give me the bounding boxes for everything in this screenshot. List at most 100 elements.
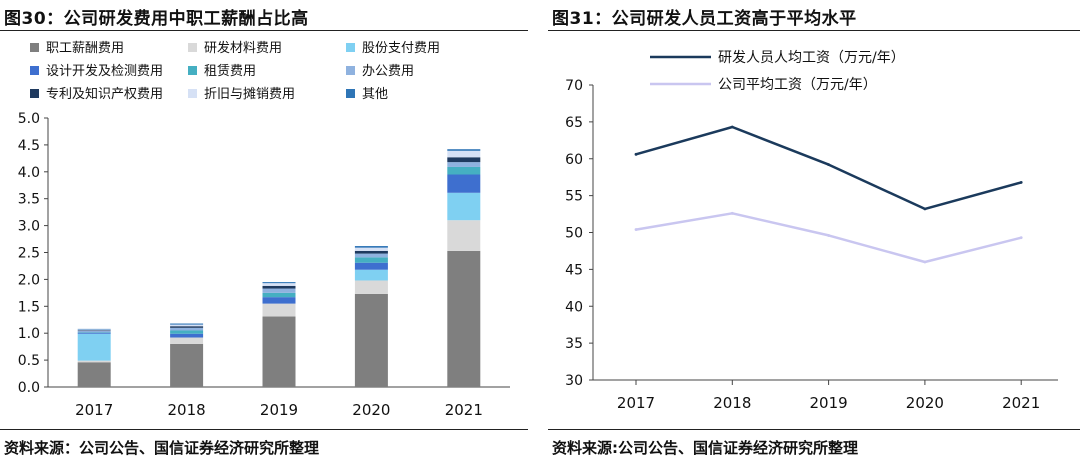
bar-segment [77,360,111,363]
bar-segment [447,150,481,158]
bar-segment [447,220,481,251]
bar-segment [262,303,296,317]
data-point [1019,236,1023,240]
y-tick-label: 55 [565,189,583,205]
y-tick-label: 35 [565,336,583,352]
legend-label: 其他 [362,87,388,102]
legend-swatch [188,66,197,75]
bar-segment [170,323,204,325]
x-tick-label: 2020 [906,394,944,412]
title-rule [0,30,528,31]
y-tick-label: 65 [565,115,583,131]
bar-segment [77,328,111,330]
figure-30-panel: 图30：公司研发费用中职工薪酬占比高 0.0 0.5 1.0 1.5 2.0 2.5 3.0… [0,0,528,464]
y-tick-label: 45 [565,262,583,278]
x-tick-label: 2019 [260,401,298,419]
legend-swatch [346,89,355,98]
bar-segment [77,329,111,331]
bar-segment [354,262,388,270]
y-tick-label: 2.0 [18,272,40,288]
bar-segment [170,337,204,344]
bar-segment [170,343,204,387]
legend-label: 股份支付费用 [362,41,440,56]
data-point [827,234,830,237]
bar-segment [447,149,481,151]
bar-segment [170,324,204,327]
bar-segment [447,157,481,163]
bar-segment [262,283,296,286]
bar-segment [77,332,111,333]
legend-swatch [188,43,197,52]
source-rule [548,429,1080,430]
x-tick-label: 2018 [168,401,206,419]
legend-label: 研发人员人均工资（万元/年） [718,50,905,66]
bar-segment [262,292,296,298]
line-chart: 30 35 40 45 50 55 60 65 70 2017 2018 2019 2020 2021 研发… [565,50,1058,412]
legend-label: 专利及知识产权费用 [46,86,163,102]
data-point [923,207,927,211]
legend-swatch [188,89,197,98]
y-tick-label: 5.0 [18,111,40,127]
data-point [730,125,734,129]
bar-segment [77,331,111,333]
figure-30-title: 图30：公司研发费用中职工薪酬占比高 [4,9,309,29]
legend-label: 办公费用 [362,64,414,79]
bar-segment [354,280,388,294]
legend-label: 公司平均工资（万元/年） [718,77,877,93]
bar-segment [354,269,388,281]
data-point [1019,180,1023,184]
y-tick-label: 3.0 [18,219,40,235]
x-tick-label: 2018 [713,394,751,412]
bar-segment [447,174,481,193]
y-tick-label: 0.5 [18,353,40,369]
y-tick-label: 70 [565,78,583,94]
bar-segment [77,333,111,361]
bar-segment [262,282,296,284]
bar-segment [77,330,111,332]
bar-segment [447,162,481,167]
bar-segment [170,330,204,334]
y-tick-label: 4.5 [18,138,40,154]
legend-swatch [346,66,355,75]
bar-segment [262,297,296,304]
legend-label: 设计开发及检测费用 [46,63,163,79]
data-point [827,163,830,167]
legend-label: 研发材料费用 [204,40,282,56]
series-line [635,125,1022,211]
bar-segment [77,332,111,334]
y-tick-label: 30 [565,373,583,389]
x-tick-label: 2019 [810,394,848,412]
bar-segment [262,285,296,289]
legend-label: 折旧与摊销费用 [204,87,295,102]
legend-label: 租赁费用 [204,64,256,79]
source-note: 资料来源:公司公告、国信证券经济研究所整理 [552,439,859,457]
y-tick-label: 50 [565,226,583,242]
bar-segment [170,326,204,328]
bar-segment [170,327,204,331]
y-tick-label: 1.5 [18,299,40,315]
x-tick-label: 2021 [445,401,483,419]
bar-segment [170,333,204,338]
y-tick-label: 2.5 [18,246,40,262]
x-tick-label: 2017 [75,401,113,419]
x-tick-label: 2017 [617,394,655,412]
figure-31-panel: 图31：公司研发人员工资高于平均水平 30 35 40 45 50 55 60 65 70 201… [548,0,1080,464]
y-tick-label: 60 [565,152,583,168]
stacked-bar-chart: 0.0 0.5 1.0 1.5 2.0 2.5 3.0 3.5 4.0 4.5 5.0 2017 201… [18,40,510,419]
source-rule [0,429,528,430]
figure-31-title: 图31：公司研发人员工资高于平均水平 [552,9,857,29]
bar-segment [354,247,388,251]
y-tick-label: 3.5 [18,192,40,208]
bar-segment [354,257,388,263]
bar-segment [354,250,388,254]
bar-segment [77,362,111,387]
y-tick-label: 4.0 [18,165,40,181]
data-point [730,211,734,215]
legend-swatch [346,43,355,52]
legend-swatch [30,66,39,75]
bar-segment [354,293,388,387]
y-tick-label: 1.0 [18,326,40,342]
bar-segment [447,192,481,221]
series-line [635,212,1022,264]
y-tick-label: 0.0 [18,380,40,396]
